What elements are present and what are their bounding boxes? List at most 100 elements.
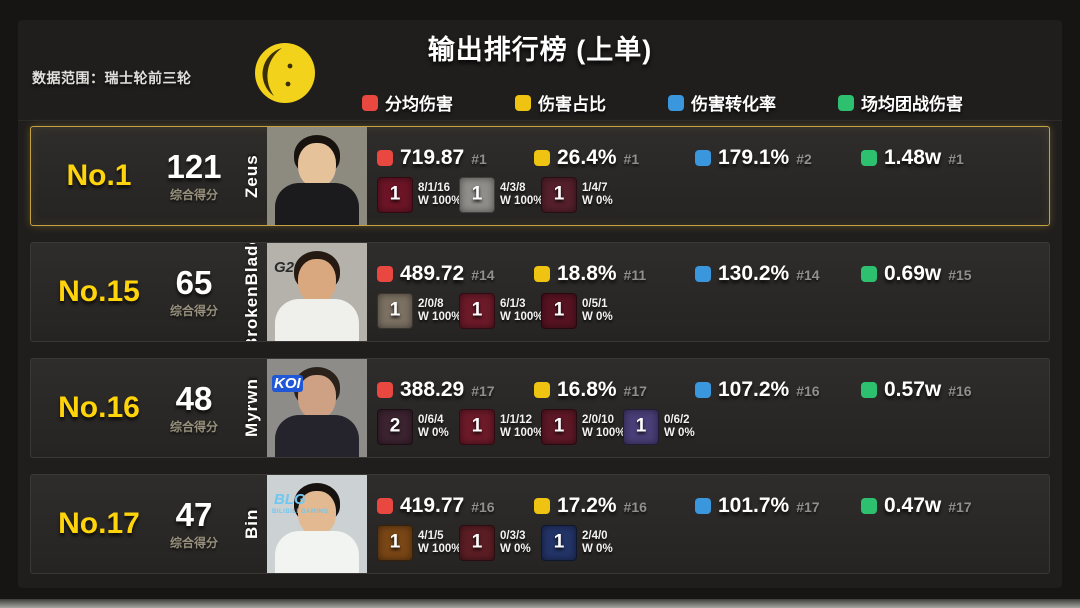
champion-stat: 1 6/1/3 W 100% [459, 292, 544, 329]
player-head [298, 259, 336, 303]
player-jersey [275, 183, 359, 225]
winrate-value: W 0% [500, 542, 531, 555]
player-jersey [275, 415, 359, 457]
teamfight-color-icon [861, 381, 877, 398]
champion-icon: 2 [377, 408, 413, 445]
leaderboard-rows: No.1 121 综合得分 Zeus 719.87 #1 [30, 126, 1050, 574]
stat-rank: #1 [623, 150, 640, 167]
dpm-color-icon [377, 265, 393, 282]
score-value: 48 [175, 379, 213, 417]
stat-dpm: 419.77 #16 [377, 494, 534, 518]
player-head [298, 143, 336, 187]
champion-icon: 1 [377, 524, 413, 561]
games-badge: 1 [553, 531, 565, 553]
stat-value: 101.7% [718, 493, 790, 517]
champion-icon: 1 [541, 176, 577, 213]
score-value: 47 [175, 495, 213, 533]
conversion-color-icon [695, 149, 711, 166]
rank-label: No.16 [58, 391, 140, 424]
damage-share-color-icon [534, 381, 550, 398]
player-head [298, 491, 336, 535]
stats-area: 489.72 #14 18.8% #11 130.2% #14 [377, 256, 1049, 329]
champion-stat: 1 1/4/7 W 0% [541, 176, 623, 213]
dpm-color-icon [362, 94, 378, 111]
stat-conversion: 179.1% #2 [695, 146, 861, 170]
stat-teamfight: 0.69w #15 [861, 262, 1049, 286]
stat-rank: #1 [471, 150, 487, 167]
player-jersey [275, 299, 359, 341]
team-logo-blg: BLG [274, 491, 306, 508]
player-name: BrokenBlade [242, 242, 261, 342]
winrate-value: W 100% [500, 310, 544, 323]
score-value: 65 [175, 263, 213, 301]
stat-damage-share: 17.2% #16 [534, 494, 695, 518]
stat-value: 18.8% [557, 261, 617, 285]
games-badge: 1 [389, 299, 401, 321]
kda-value: 4/1/5 [418, 529, 444, 542]
stat-value: 130.2% [718, 261, 790, 285]
data-scope-label: 数据范围：瑞士轮前三轮 [32, 70, 192, 86]
player-name: Zeus [242, 154, 261, 198]
kda-value: 2/0/8 [418, 297, 444, 310]
player-row-brokenblade[interactable]: No.15 65 综合得分 BrokenBlade G2 489.72 #14 [30, 242, 1050, 342]
score-value: 121 [166, 147, 222, 185]
stat-dpm: 719.87 #1 [377, 146, 534, 170]
stats-area: 388.29 #17 16.8% #17 107.2% #16 [377, 372, 1049, 445]
kda-value: 2/0/10 [582, 413, 614, 426]
legend: 分均伤害 伤害占比 伤害转化率 场均团战伤害 [362, 90, 963, 115]
stat-value: 179.1% [718, 145, 790, 169]
winrate-value: W 100% [500, 194, 544, 207]
champion-icon: 1 [377, 292, 413, 329]
player-row-zeus[interactable]: No.1 121 综合得分 Zeus 719.87 #1 [30, 126, 1050, 226]
team-logo-koi: KOI [272, 375, 303, 392]
games-badge: 1 [471, 415, 483, 437]
stat-rank: #2 [796, 150, 812, 167]
stat-rank: #17 [623, 382, 647, 399]
score-caption: 综合得分 [169, 187, 218, 202]
winrate-value: W 100% [582, 426, 626, 439]
stat-rank: #14 [471, 266, 495, 283]
champion-stat: 1 0/6/2 W 0% [623, 408, 705, 445]
teamfight-color-icon [861, 497, 877, 514]
champion-icon: 1 [541, 292, 577, 329]
champion-stat: 1 0/5/1 W 0% [541, 292, 623, 329]
champion-icon: 1 [377, 176, 413, 213]
conversion-color-icon [668, 94, 684, 111]
damage-share-color-icon [534, 149, 550, 166]
games-badge: 2 [389, 415, 401, 437]
stat-teamfight: 1.48w #1 [861, 146, 1049, 170]
stat-rank: #14 [796, 266, 820, 283]
winrate-value: W 100% [418, 310, 462, 323]
player-photo [267, 127, 367, 225]
player-row-bin[interactable]: No.17 47 综合得分 Bin BLG BILIBILI GAMING 41… [30, 474, 1050, 574]
stat-value: 16.8% [557, 377, 617, 401]
stat-damage-share: 26.4% #1 [534, 146, 695, 170]
winrate-value: W 0% [582, 542, 613, 555]
games-badge: 1 [389, 183, 401, 205]
winrate-value: W 0% [582, 194, 613, 207]
stat-conversion: 107.2% #16 [695, 378, 861, 402]
champion-stat: 1 2/0/10 W 100% [541, 408, 626, 445]
rank-label: No.1 [66, 159, 132, 192]
champion-stat: 1 0/3/3 W 0% [459, 524, 541, 561]
stat-value: 0.47w [884, 493, 942, 517]
winrate-value: W 100% [500, 426, 544, 439]
player-row-myrwn[interactable]: No.16 48 综合得分 Myrwn KOI 388.29 #17 [30, 358, 1050, 458]
conversion-color-icon [695, 381, 711, 398]
legend-item-damage-share: 伤害占比 [515, 90, 606, 115]
stat-value: 17.2% [557, 493, 617, 517]
winrate-value: W 0% [418, 426, 449, 439]
score-block: 47 综合得分 [151, 495, 237, 551]
winrate-value: W 100% [418, 542, 462, 555]
kda-value: 6/1/3 [500, 297, 526, 310]
kda-value: 0/5/1 [582, 297, 608, 310]
rank-label: No.17 [58, 507, 140, 540]
legend-label: 场均团战伤害 [861, 95, 963, 114]
player-name: Bin [242, 508, 261, 540]
score-block: 65 综合得分 [151, 263, 237, 319]
champion-icon: 1 [459, 292, 495, 329]
player-photo: BLG BILIBILI GAMING [267, 475, 367, 573]
damage-share-color-icon [534, 497, 550, 514]
champion-stat: 1 4/1/5 W 100% [377, 524, 462, 561]
teamfight-color-icon [838, 94, 854, 111]
